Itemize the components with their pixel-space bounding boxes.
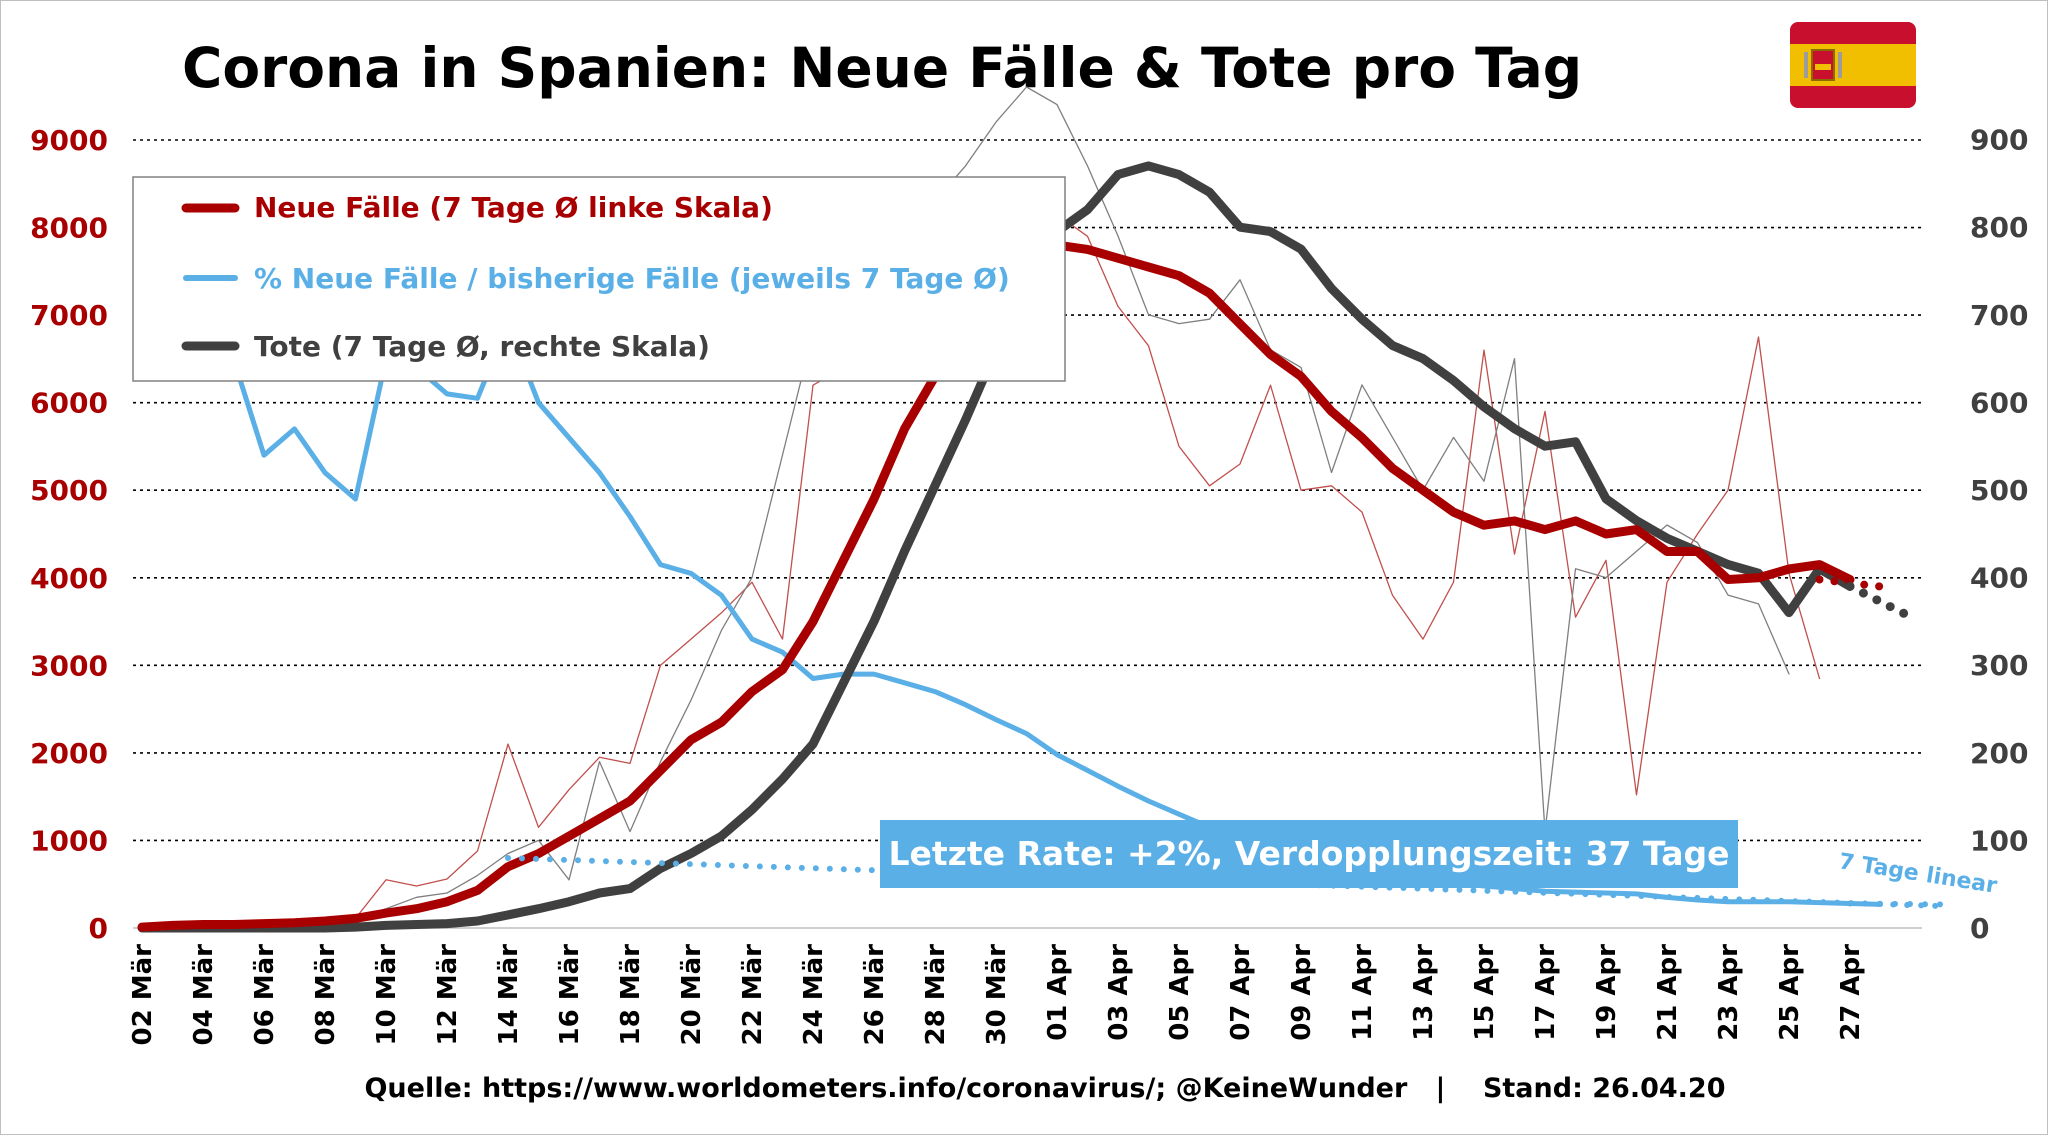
right-tick-label: 900 <box>1970 124 2028 157</box>
right-tick-label: 100 <box>1970 824 2028 857</box>
x-tick-label: 03 Apr <box>1104 944 1134 1041</box>
x-tick-label: 01 Apr <box>1043 944 1073 1041</box>
spain-flag-icon <box>1790 22 1916 108</box>
left-tick-label: 1000 <box>30 824 108 857</box>
x-tick-label: 07 Apr <box>1226 944 1256 1041</box>
right-tick-label: 200 <box>1970 737 2028 770</box>
x-tick-label: 30 Mär <box>982 944 1012 1046</box>
right-tick-label: 600 <box>1970 386 2028 419</box>
x-tick-label: 09 Apr <box>1287 944 1317 1041</box>
legend-label-cases: Neue Fälle (7 Tage Ø linke Skala) <box>254 191 773 224</box>
left-axis-labels: 0 1000 2000 3000 4000 5000 6000 7000 8000 9000 <box>30 124 108 945</box>
x-tick-label: 16 Mär <box>555 944 585 1046</box>
left-tick-label: 4000 <box>30 562 108 595</box>
x-tick-label: 13 Apr <box>1409 944 1439 1041</box>
left-tick-label: 3000 <box>30 649 108 682</box>
x-tick-label: 20 Mär <box>677 944 707 1046</box>
x-tick-label: 15 Apr <box>1470 944 1500 1041</box>
left-tick-label: 5000 <box>30 474 108 507</box>
trend-line <box>505 854 1945 910</box>
right-tick-label: 0 <box>1970 912 1989 945</box>
x-axis: 02 Mär 04 Mär 06 Mär 08 Mär 10 Mär 12 Mär 14 M… <box>128 944 1866 1046</box>
x-tick-label: 04 Mär <box>189 944 219 1046</box>
x-tick-label: 17 Apr <box>1531 944 1561 1041</box>
left-tick-label: 6000 <box>30 387 108 420</box>
x-tick-label: 02 Mär <box>128 944 158 1046</box>
callout-text: Letzte Rate: +2%, Verdopplungszeit: 37 T… <box>888 834 1729 873</box>
x-tick-label: 14 Mär <box>494 944 524 1046</box>
projection-rate <box>1847 900 1945 908</box>
rate-callout: Letzte Rate: +2%, Verdopplungszeit: 37 T… <box>880 820 1738 888</box>
x-tick-label: 22 Mär <box>738 944 768 1046</box>
x-tick-label: 24 Mär <box>799 944 829 1046</box>
x-tick-label: 28 Mär <box>921 944 951 1046</box>
chart-title: Corona in Spanien: Neue Fälle & Tote pro… <box>182 36 1582 100</box>
projection-deaths <box>1845 581 1916 622</box>
x-tick-label: 19 Apr <box>1592 944 1622 1041</box>
x-tick-label: 23 Apr <box>1714 944 1744 1041</box>
x-tick-label: 10 Mär <box>372 944 402 1046</box>
right-tick-label: 700 <box>1970 299 2028 332</box>
x-tick-label: 21 Apr <box>1653 944 1683 1041</box>
x-tick-label: 26 Mär <box>860 944 890 1046</box>
right-axis-labels: 0 100 200 300 400 500 600 700 800 900 <box>1970 124 2028 945</box>
source-note: Quelle: https://www.worldometers.info/co… <box>364 1073 1725 1104</box>
right-tick-label: 800 <box>1970 211 2028 244</box>
right-tick-label: 400 <box>1970 562 2028 595</box>
series-line-rate <box>139 321 1883 907</box>
legend-label-rate: % Neue Fälle / bisherige Fälle (jeweils … <box>254 262 1010 295</box>
series-line-deaths_daily <box>141 86 1790 929</box>
x-tick-label: 08 Mär <box>311 944 341 1046</box>
x-tick-label: 05 Apr <box>1165 944 1195 1041</box>
x-tick-label: 06 Mär <box>250 944 280 1046</box>
right-tick-label: 500 <box>1970 474 2028 507</box>
left-tick-label: 9000 <box>30 124 108 157</box>
x-tick-label: 27 Apr <box>1836 944 1866 1041</box>
x-tick-label: 18 Mär <box>616 944 646 1046</box>
x-tick-label: 11 Apr <box>1348 944 1378 1041</box>
left-tick-label: 7000 <box>30 299 108 332</box>
left-tick-label: 2000 <box>30 737 108 770</box>
x-tick-label: 25 Apr <box>1775 944 1805 1041</box>
right-tick-label: 300 <box>1970 649 2028 682</box>
left-tick-label: 8000 <box>30 212 108 245</box>
legend: Neue Fälle (7 Tage Ø linke Skala) % Neue… <box>132 176 1066 382</box>
x-tick-label: 12 Mär <box>433 944 463 1046</box>
left-tick-label: 0 <box>89 912 108 945</box>
legend-label-deaths: Tote (7 Tage Ø, rechte Skala) <box>254 330 710 363</box>
